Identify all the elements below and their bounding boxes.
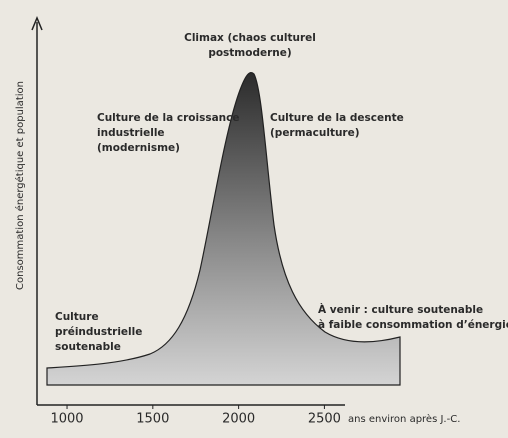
annotation: À venir : culture soutenable — [318, 303, 483, 316]
y-axis-label: Consommation énergétique et population — [14, 81, 26, 290]
curve-area — [46, 71, 401, 386]
x-axis-label: ans environ après J.-C. — [348, 413, 460, 425]
annotation: soutenable — [55, 341, 121, 353]
annotation: à faible consommation d’énergie — [318, 319, 508, 331]
x-tick-label: 1500 — [136, 412, 169, 427]
x-tick-label: 1000 — [50, 412, 83, 427]
annotation: Culture de la descente — [270, 112, 404, 124]
annotation: Climax (chaos culturel — [184, 32, 316, 44]
annotation: préindustrielle — [55, 326, 142, 338]
x-tick-label: 2000 — [222, 412, 255, 427]
annotation: (modernisme) — [97, 142, 180, 154]
x-tick-label: 2500 — [308, 412, 341, 427]
annotation: (permaculture) — [270, 127, 360, 139]
annotation: postmoderne) — [208, 47, 291, 59]
annotation: Culture de la croissance — [97, 112, 239, 124]
annotations: Climax (chaos culturel postmoderne) Cultur… — [55, 32, 508, 353]
y-axis-arrow — [31, 16, 43, 31]
annotation: Culture — [55, 311, 99, 323]
annotation: industrielle — [97, 127, 165, 139]
